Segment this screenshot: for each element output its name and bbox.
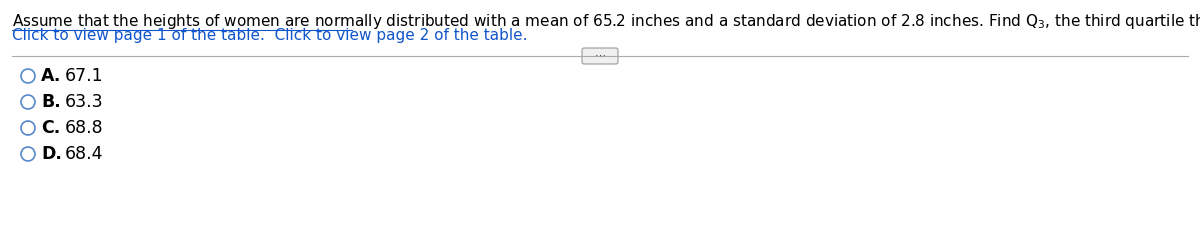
Text: Assume that the heights of women are normally distributed with a mean of 65.2 in: Assume that the heights of women are nor… bbox=[12, 12, 1200, 31]
Text: 68.4: 68.4 bbox=[65, 145, 103, 163]
Text: D.: D. bbox=[41, 145, 62, 163]
Text: ⋯: ⋯ bbox=[594, 51, 606, 61]
Text: 63.3: 63.3 bbox=[65, 93, 103, 111]
Text: A.: A. bbox=[41, 67, 61, 85]
Text: Click to view page 1 of the table.  Click to view page 2 of the table.: Click to view page 1 of the table. Click… bbox=[12, 28, 528, 43]
Text: C.: C. bbox=[41, 119, 60, 137]
Text: 68.8: 68.8 bbox=[65, 119, 103, 137]
Text: 67.1: 67.1 bbox=[65, 67, 103, 85]
FancyBboxPatch shape bbox=[582, 48, 618, 64]
Text: B.: B. bbox=[41, 93, 61, 111]
